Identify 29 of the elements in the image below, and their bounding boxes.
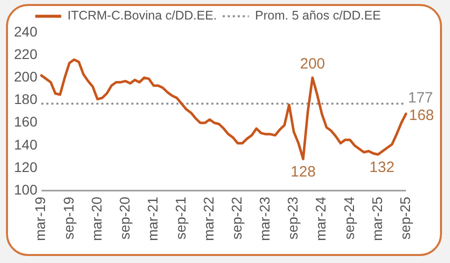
y-tick-label: 200 [14,68,38,85]
text: 177 [408,89,434,106]
x-tick-label: sep-20 [116,196,132,240]
y-tick-label: 120 [14,158,38,175]
y-tick-label: 100 [14,182,38,198]
x-tick-label: mar-21 [144,196,160,242]
x-tick-label: mar-23 [256,196,273,242]
y-tick-label: 240 [14,23,38,40]
y-tick-label: 180 [14,91,38,108]
y-tick-label: 220 [14,46,38,62]
legend-label: ITCRM-C.Bovina c/DD.EE. [67,8,217,23]
data-label: 200 [300,55,326,72]
x-tick-label: sep-24 [340,196,357,240]
x-tick-label: sep-21 [172,196,188,240]
x-tick-label: mar-19 [32,196,48,242]
y-tick-label: 140 [14,136,38,152]
x-tick-label: mar-20 [88,196,104,242]
legend-label: Prom. 5 años c/DD.EE [255,8,381,23]
data-label: 132 [369,159,394,176]
data-label: 128 [290,164,316,181]
x-tick-label: mar-24 [312,196,329,242]
x-tick-label: sep-19 [60,196,76,240]
x-tick-label: sep-22 [228,196,245,240]
y-tick-label: 160 [14,114,38,130]
x-tick-label: mar-22 [200,196,217,242]
x-tick-label: mar-25 [368,196,385,242]
x-tick-label: sep-25 [396,196,413,240]
x-tick-label: sep-23 [284,196,301,240]
data-label: 168 [409,106,434,124]
